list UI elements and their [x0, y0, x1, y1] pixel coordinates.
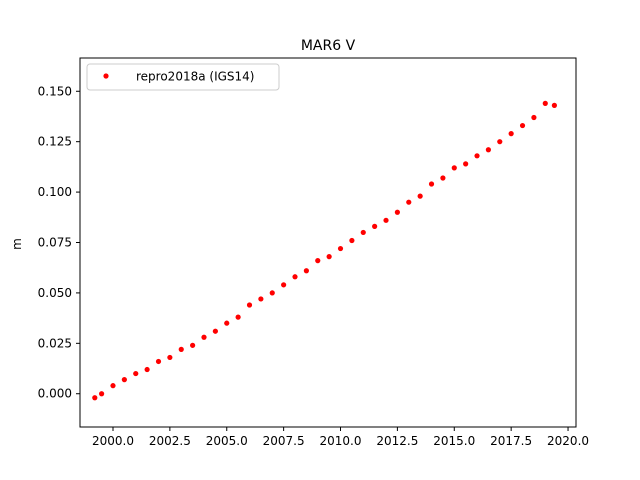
data-point: [269, 290, 275, 296]
data-point: [133, 370, 139, 377]
data-point: [190, 342, 196, 348]
data-point: [440, 175, 446, 181]
y-tick-label: 0.050: [38, 286, 72, 300]
data-point: [497, 139, 503, 145]
legend-box: [86, 63, 280, 91]
y-tick-label: 0.150: [38, 84, 72, 98]
x-tick-label: 2005.0: [206, 434, 248, 448]
y-axis-label: m: [10, 238, 24, 250]
data-point: [99, 391, 105, 397]
data-point: [155, 358, 162, 365]
x-tick-label: 2020.0: [547, 434, 589, 448]
data-point: [463, 161, 469, 167]
y-axis: 0.000 0.025 0.050 0.075 0.100 0.125 0.150: [38, 84, 80, 401]
data-point: [246, 302, 253, 308]
data-point: [542, 100, 548, 106]
data-point: [383, 217, 389, 223]
data-point: [110, 383, 116, 389]
legend-marker: [103, 73, 109, 79]
x-tick-label: 2015.0: [433, 434, 475, 448]
data-point: [326, 254, 332, 260]
data-point: [417, 193, 423, 199]
x-tick-label: 2012.5: [376, 434, 418, 448]
legend: repro2018a (IGS14): [86, 63, 280, 91]
data-point: [281, 282, 287, 288]
data-point: [508, 131, 514, 137]
data-point: [258, 296, 264, 302]
data-point: [372, 223, 378, 229]
y-tick-label: 0.100: [38, 185, 72, 199]
x-tick-label: 2007.5: [263, 434, 305, 448]
data-point: [315, 258, 321, 264]
data-point: [428, 181, 435, 187]
data-point: [212, 328, 218, 334]
data-point: [360, 229, 366, 236]
data-point: [451, 165, 457, 171]
x-tick-label: 2002.5: [149, 434, 191, 448]
y-tick-label: 0.000: [38, 387, 72, 401]
x-tick-label: 2010.0: [320, 434, 362, 448]
y-tick-label: 0.025: [38, 336, 72, 350]
data-points: [92, 100, 557, 401]
data-point: [349, 237, 355, 244]
data-point: [551, 102, 557, 108]
legend-label: repro2018a (IGS14): [136, 70, 254, 84]
data-point: [303, 268, 309, 274]
data-point: [485, 147, 491, 153]
chart-title: MAR6 V: [301, 38, 356, 54]
data-point: [178, 346, 184, 352]
data-point: [201, 334, 207, 340]
y-tick-label: 0.125: [38, 135, 72, 149]
data-point: [121, 377, 127, 383]
data-point: [224, 320, 230, 326]
data-point: [519, 122, 526, 129]
data-point: [292, 274, 298, 280]
data-point: [167, 354, 173, 361]
data-point: [474, 153, 480, 159]
data-point: [144, 366, 150, 373]
y-tick-label: 0.075: [38, 236, 72, 250]
data-point: [394, 209, 400, 215]
x-axis: 2000.0 2002.5 2005.0 2007.5 2010.0 2012.5 2015…: [92, 427, 589, 448]
x-tick-label: 2017.5: [490, 434, 532, 448]
data-point: [235, 314, 241, 320]
data-point: [531, 114, 537, 121]
x-tick-label: 2000.0: [92, 434, 134, 448]
data-point: [406, 199, 412, 205]
data-point: [337, 245, 344, 252]
data-point: [92, 395, 98, 401]
